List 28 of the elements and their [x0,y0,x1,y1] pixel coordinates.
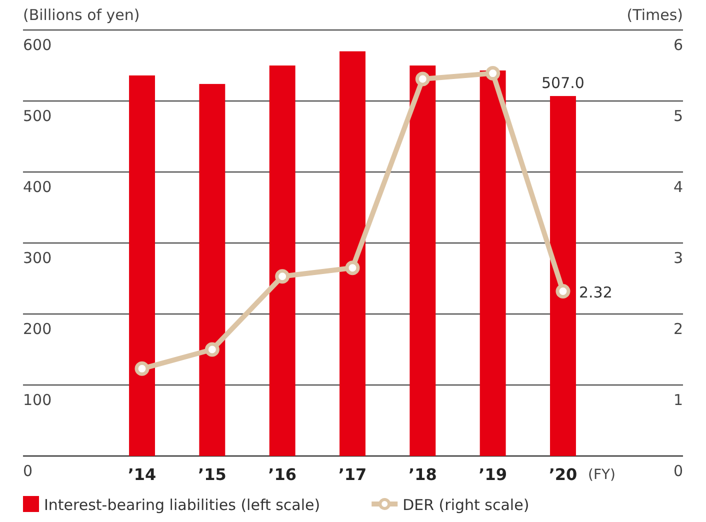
y-axis-title: (Billions of yen) [23,6,140,24]
y2-tick-label: 6 [673,36,683,54]
x-tick-label: ’14 [128,465,156,484]
y2-tick-label: 0 [673,462,683,480]
data-label: 2.32 [578,283,612,302]
x-tick-label: ’20 [548,465,578,484]
y2-tick-label: 2 [673,320,683,338]
y2-axis-title: (Times) [626,6,683,24]
y-tick-label: 100 [23,391,52,409]
y-tick-label: 300 [23,249,52,267]
y2-tick-label: 1 [673,391,683,409]
y2-tick-label: 5 [673,107,683,125]
y-tick-label: 500 [23,107,52,125]
legend-label: Interest-bearing liabilities (left scale) [44,496,320,514]
x-axis-title: (FY) [588,467,616,483]
x-tick-label: ’16 [268,465,297,484]
y2-tick-label: 3 [673,249,683,267]
x-tick-label: ’18 [408,465,437,484]
y-tick-label: 400 [23,178,52,196]
x-tick-label: ’19 [478,465,507,484]
y-tick-label: 600 [23,36,52,54]
x-tick-label: ’15 [198,465,226,484]
y-tick-label: 0 [23,462,33,480]
x-tick-label: ’17 [338,465,367,484]
legend-label: DER (right scale) [402,496,530,514]
data-label: 507.0 [542,74,584,92]
y-tick-label: 200 [23,320,52,338]
y2-tick-label: 4 [673,178,683,196]
